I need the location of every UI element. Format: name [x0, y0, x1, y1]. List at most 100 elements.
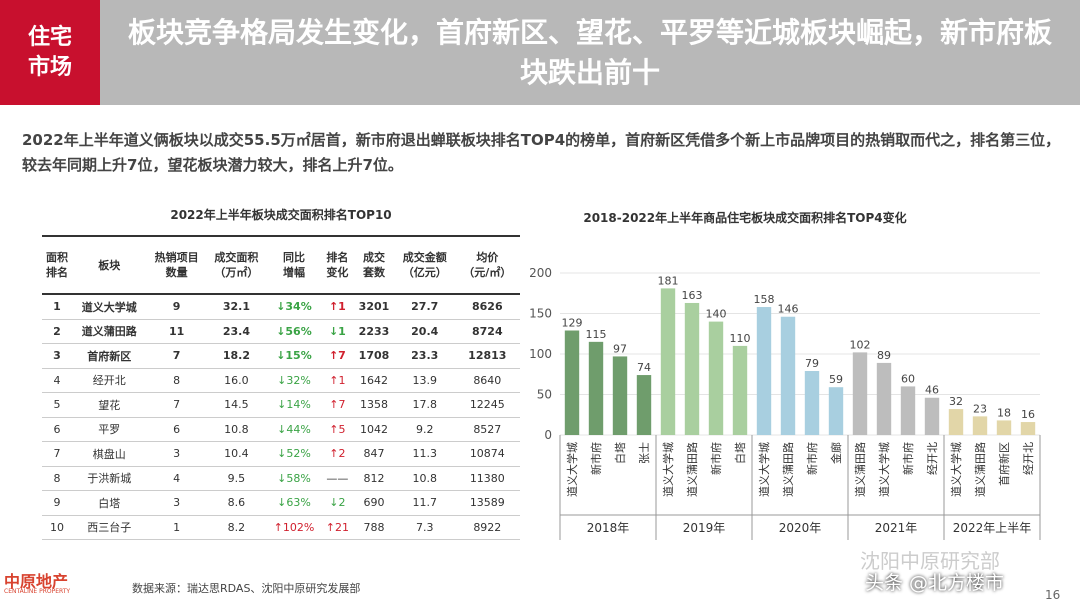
table-cell: ↑1 — [321, 368, 354, 393]
source: 数据来源：瑞达思RDAS、沈阳中原研究发展部 — [132, 582, 361, 595]
table-cell: 11.3 — [394, 441, 455, 467]
table-cell: 棋盘山 — [71, 441, 147, 467]
table-cell: 8626 — [454, 294, 520, 320]
bar — [924, 397, 940, 435]
table-row: 5 望花 7 14.5 ↓14% ↑7 1358 17.8 12245 — [42, 392, 520, 418]
group-label: 2022年上半年 — [953, 521, 1032, 535]
ranking-table: 面积 排名 板块 热销项目 数量 成交面积 （万㎡） 同比 增幅 排名 变化 成交 套数 成交… — [42, 235, 520, 540]
table-cell: 847 — [353, 441, 395, 467]
column-header: 板块 — [71, 235, 147, 295]
x-tick-label: 道义蒲田路 — [781, 442, 795, 497]
table-cell: 4 — [146, 466, 207, 491]
table-cell: 平罗 — [71, 417, 147, 442]
table-cell: 7.3 — [394, 515, 455, 540]
table-cell: 8.2 — [206, 515, 267, 540]
x-tick-label: 白塔 — [733, 442, 747, 464]
value-label: 23 — [973, 402, 987, 415]
x-tick-label: 道义蒲田路 — [853, 442, 867, 497]
table-cell: 9.5 — [206, 466, 267, 491]
table-cell: 32.1 — [206, 294, 267, 320]
table-cell: ↓15% — [266, 343, 322, 369]
table-cell: ↓2 — [321, 490, 354, 516]
table-cell: 690 — [353, 490, 395, 516]
table-cell: 望花 — [71, 392, 147, 418]
table-cell: 8724 — [454, 319, 520, 344]
table-cell: 13589 — [454, 490, 520, 516]
table-cell: 788 — [353, 515, 395, 540]
bar — [636, 375, 652, 435]
table-cell: 8527 — [454, 417, 520, 442]
table-body: 1 道义大学城 9 32.1 ↓34% ↑1 3201 27.7 8626 2 道义蒲田路 11 23.… — [42, 294, 520, 540]
table-cell: 23.4 — [206, 319, 267, 344]
table-cell: 2233 — [353, 319, 395, 344]
x-tick-label: 道义大学城 — [949, 442, 963, 497]
x-tick-label: 道义蒲田路 — [685, 442, 699, 497]
logo: 中原地产 — [4, 572, 69, 591]
table-cell: ↑102% — [266, 515, 322, 540]
table-cell: ↓14% — [266, 392, 322, 418]
table-cell: 14.5 — [206, 392, 267, 418]
table-cell: 8922 — [454, 515, 520, 540]
value-label: 158 — [754, 293, 775, 306]
value-label: 18 — [997, 406, 1011, 419]
summary: 2022年上半年道义俩板块以成交55.5万㎡居首，新市府退出蝉联板块排名TOP4… — [22, 131, 1061, 174]
y-tick-label: 200 — [529, 266, 552, 280]
table-row: 10 西三台子 1 8.2 ↑102% ↑21 788 7.3 8922 — [42, 515, 520, 540]
table-cell: 6 — [42, 417, 72, 442]
table-cell: ↓34% — [266, 294, 322, 320]
table-cell: 3 — [146, 490, 207, 516]
table-cell: 9 — [146, 294, 207, 320]
table-cell: 10.8 — [394, 466, 455, 491]
bar — [660, 288, 676, 435]
value-label: 110 — [730, 332, 751, 345]
y-tick-label: 100 — [529, 347, 552, 361]
table-cell: 9.2 — [394, 417, 455, 442]
value-label: 163 — [682, 289, 703, 302]
table-cell: 13.9 — [394, 368, 455, 393]
bar — [804, 371, 820, 435]
table-cell: 3201 — [353, 294, 395, 320]
table-cell: 10.4 — [206, 441, 267, 467]
table-cell: 2 — [42, 319, 72, 344]
table-cell: 首府新区 — [71, 343, 147, 369]
column-header: 成交面积 （万㎡） — [206, 235, 267, 295]
table-cell: 9 — [42, 490, 72, 516]
table-cell: 1 — [146, 515, 207, 540]
x-tick-label: 首府新区 — [997, 442, 1011, 486]
value-label: 59 — [829, 373, 843, 386]
x-tick-label: 道义大学城 — [877, 442, 891, 497]
table-cell: 白塔 — [71, 490, 147, 516]
table-row: 7 棋盘山 3 10.4 ↓52% ↑2 847 11.3 10874 — [42, 441, 520, 467]
group-label: 2021年 — [875, 521, 918, 535]
value-label: 74 — [637, 361, 651, 374]
table-cell: —— — [321, 466, 354, 491]
table-row: 8 于洪新城 4 9.5 ↓58% —— 812 10.8 11380 — [42, 466, 520, 491]
table-cell: 18.2 — [206, 343, 267, 369]
y-tick-label: 0 — [544, 428, 552, 442]
x-tick-label: 道义大学城 — [757, 442, 771, 497]
table-cell: 11 — [146, 319, 207, 344]
table-cell: 经开北 — [71, 368, 147, 393]
column-header: 成交金额 （亿元） — [394, 235, 455, 295]
group-label: 2019年 — [683, 521, 726, 535]
x-tick-label: 新市府 — [901, 442, 915, 475]
table-cell: 4 — [42, 368, 72, 393]
table-cell: 8640 — [454, 368, 520, 393]
column-header: 均价 （元/㎡） — [454, 235, 520, 295]
logo-en: CENTALINE PROPERTY — [4, 588, 71, 595]
table-row: 6 平罗 6 10.8 ↓44% ↑5 1042 9.2 8527 — [42, 417, 520, 442]
bar — [948, 409, 964, 435]
table-cell: 7 — [146, 392, 207, 418]
table-cell: 1358 — [353, 392, 395, 418]
value-label: 102 — [850, 338, 871, 351]
section-tag: 住宅 市场 — [0, 0, 100, 105]
column-header: 热销项目 数量 — [146, 235, 207, 295]
value-label: 115 — [586, 328, 607, 341]
bar — [828, 387, 844, 435]
table-cell: 10874 — [454, 441, 520, 467]
table-cell: ↓52% — [266, 441, 322, 467]
bar — [900, 386, 916, 435]
column-header: 同比 增幅 — [266, 235, 322, 295]
table-cell: 6 — [146, 417, 207, 442]
table-cell: 11380 — [454, 466, 520, 491]
